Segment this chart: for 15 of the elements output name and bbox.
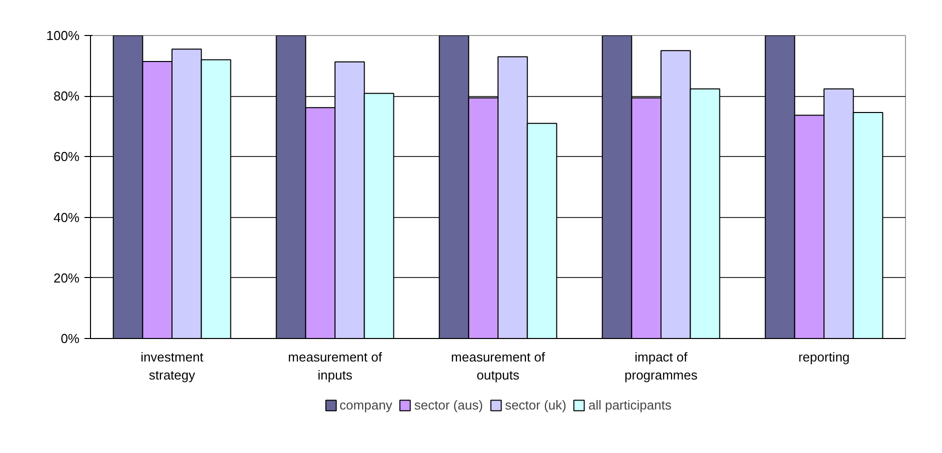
x-tick-label: reporting <box>798 350 850 364</box>
x-tick-label: impact of programmes <box>624 350 698 382</box>
legend-label: sector (aus) <box>414 398 483 412</box>
legend-label: all participants <box>588 398 672 412</box>
x-tick-label: measurement of outputs <box>451 350 546 382</box>
legend-label: company <box>340 398 392 412</box>
y-tick-label: 80% <box>53 88 80 104</box>
y-tick-label: 60% <box>53 149 80 164</box>
y-tick-label: 100% <box>46 28 80 43</box>
x-tick-label: measurement of inputs <box>288 350 382 382</box>
legend-label: sector (uk) <box>504 398 566 412</box>
x-tick-label: investment strategy <box>140 350 204 382</box>
y-tick-label: 40% <box>53 210 80 225</box>
y-tick-label: 20% <box>53 270 80 286</box>
y-tick-label: 0% <box>60 331 80 346</box>
